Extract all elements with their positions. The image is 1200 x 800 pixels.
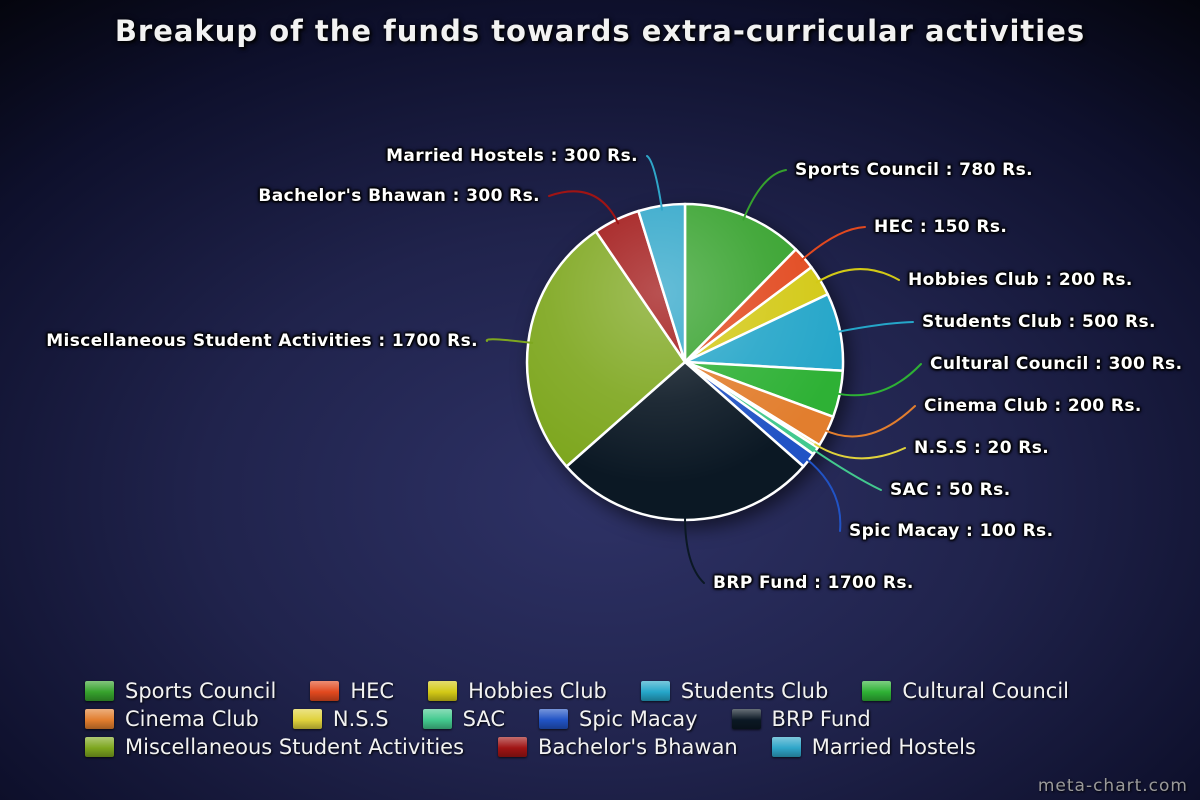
legend-item: HEC [310, 679, 394, 703]
legend-swatch [310, 681, 340, 701]
slice-callout: Miscellaneous Student Activities : 1700 … [46, 331, 478, 351]
slice-callout: Married Hostels : 300 Rs. [386, 146, 638, 166]
legend-swatch [422, 709, 452, 729]
slice-callout: N.S.S : 20 Rs. [914, 438, 1050, 458]
legend-label: Cultural Council [902, 679, 1070, 703]
legend-row: Cinema Club N.S.S SAC Spic Macay BRP Fund [85, 707, 1069, 731]
leader-line [548, 190, 620, 225]
leader-line [811, 447, 882, 491]
legend-label: Students Club [680, 679, 829, 703]
legend-item: Sports Council [85, 679, 276, 703]
legend-swatch [85, 681, 114, 701]
slice-callout: Spic Macay : 100 Rs. [849, 521, 1054, 541]
legend-item: Married Hostels [771, 735, 976, 759]
legend-label: BRP Fund [771, 707, 871, 731]
legend-swatch [498, 737, 528, 757]
slice-callout: BRP Fund : 1700 Rs. [713, 573, 914, 593]
leader-line [835, 321, 914, 334]
legend-label: Cinema Club [125, 707, 259, 731]
leader-line [815, 268, 900, 284]
slice-callout: HEC : 150 Rs. [874, 217, 1008, 237]
slice-callout: Students Club : 500 Rs. [922, 312, 1156, 332]
legend-label: Bachelor's Bhawan [538, 735, 738, 759]
slice-callout: Cinema Club : 200 Rs. [924, 396, 1142, 416]
legend-item: Miscellaneous Student Activities [85, 735, 464, 759]
legend-label: Hobbies Club [468, 679, 607, 703]
legend-item: Cinema Club [85, 707, 259, 731]
chart-title: Breakup of the funds towards extra-curri… [114, 14, 1086, 48]
legend-item: Cultural Council [862, 679, 1069, 703]
slice-callout: Sports Council : 780 Rs. [795, 160, 1034, 180]
watermark: meta-chart.com [1037, 776, 1188, 796]
legend-item: Students Club [640, 679, 829, 703]
leader-line [834, 363, 922, 397]
legend-swatch [85, 709, 114, 729]
legend-label: Spic Macay [579, 707, 698, 731]
legend-label: Miscellaneous Student Activities [125, 735, 465, 759]
legend-row: Miscellaneous Student Activities Bachelor… [85, 735, 1069, 759]
legend-label: N.S.S [332, 707, 389, 731]
legend-swatch [539, 709, 568, 729]
slice-callout: SAC : 50 Rs. [890, 480, 1011, 500]
legend-swatch [640, 681, 670, 701]
leader-line [684, 515, 705, 584]
slice-callout: Bachelor's Bhawan : 300 Rs. [258, 186, 540, 206]
legend-item: BRP Fund [731, 707, 871, 731]
legend-swatch [731, 709, 761, 729]
leader-line [742, 169, 787, 221]
pie-gloss-overlay [528, 205, 842, 519]
leader-line [814, 443, 906, 460]
legend-item: Bachelor's Bhawan [498, 735, 738, 759]
leader-line [485, 338, 534, 344]
legend-swatch [862, 681, 892, 701]
leader-line [646, 155, 663, 211]
legend-item: N.S.S [292, 707, 389, 731]
legend-item: Hobbies Club [428, 679, 607, 703]
slice-callout: Hobbies Club : 200 Rs. [908, 270, 1133, 290]
legend-label: Married Hostels [811, 735, 976, 759]
legend-swatch [292, 709, 322, 729]
leader-line [822, 405, 916, 438]
legend-swatch [85, 737, 114, 757]
legend-row: Sports Council HEC Hobbies Club Students Cl… [85, 679, 1069, 703]
legend-label: SAC [462, 707, 505, 731]
slice-callout: Cultural Council : 300 Rs. [930, 354, 1183, 374]
legend-item: Spic Macay [539, 707, 698, 731]
legend-swatch [428, 681, 458, 701]
leader-line [804, 457, 842, 532]
legend-label: Sports Council [125, 679, 277, 703]
legend-label: HEC [350, 679, 395, 703]
leader-line [800, 226, 866, 262]
legend-item: SAC [422, 707, 505, 731]
legend-swatch [771, 737, 801, 757]
legend: Sports Council HEC Hobbies Club Students Cl… [85, 679, 1069, 759]
